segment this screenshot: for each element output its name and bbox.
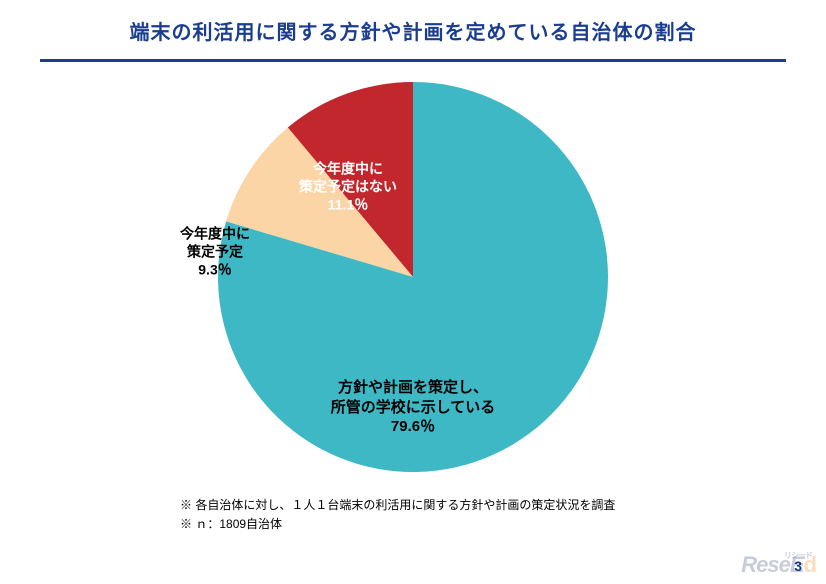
slice-label-line: 今年度中に [180,225,250,243]
slice-label: 方針や計画を策定し、所管の学校に示している79.6％ [331,378,496,437]
slice-label-pct: 11.1％ [299,196,397,214]
slice-label-line: 所管の学校に示している [331,397,496,417]
slice-label-line: 策定予定 [180,243,250,261]
watermark-sub: リシード [784,550,812,561]
footnotes: 各自治体に対し、１人１台端末の利活用に関する方針や計画の策定状況を調査 ｎ：18… [0,492,826,534]
page-title: 端末の利活用に関する方針や計画を定めている自治体の割合 [40,16,786,45]
footnote-2: ｎ：1809自治体 [180,515,826,534]
pie-chart: 今年度中に策定予定はない11.1％今年度中に策定予定9.3％方針や計画を策定し、… [0,62,826,492]
slice-label: 今年度中に策定予定はない11.1％ [299,160,397,215]
watermark: リシード ReseEd [741,552,816,578]
slice-label-pct: 9.3％ [180,261,250,279]
slice-label-line: 方針や計画を策定し、 [331,378,496,398]
slice-label-pct: 79.6％ [331,417,496,437]
slice-label-line: 策定予定はない [299,178,397,196]
footnote-1: 各自治体に対し、１人１台端末の利活用に関する方針や計画の策定状況を調査 [180,496,826,515]
slice-label: 今年度中に策定予定9.3％ [180,225,250,280]
slice-label-line: 今年度中に [299,160,397,178]
